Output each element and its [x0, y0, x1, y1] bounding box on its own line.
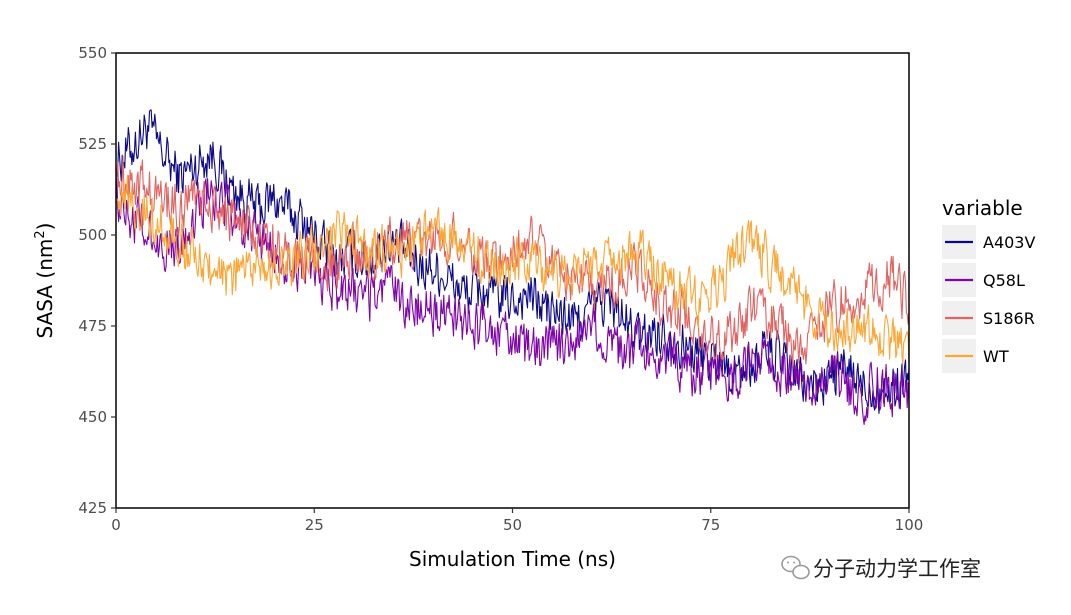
- y-tick-label: 525: [78, 135, 107, 153]
- watermark: 分子动力学工作室: [781, 555, 981, 581]
- legend-items: A403V Q58L S186R WT: [942, 225, 1035, 373]
- legend-item-a403v: A403V: [942, 225, 1035, 259]
- y-tick-label: 425: [78, 499, 107, 517]
- y-axis-title: SASA (nm2): [33, 223, 57, 339]
- series-layer: [115, 109, 910, 425]
- series-line-wt: [115, 174, 910, 365]
- axis-ticks: 0 25 50 75 100 425 450 475 500 525 550: [78, 44, 923, 534]
- x-tick-label: 100: [895, 516, 924, 534]
- legend-label: WT: [983, 347, 1009, 366]
- x-tick-label: 50: [503, 516, 522, 534]
- x-tick-label: 75: [701, 516, 720, 534]
- series-line-s186r: [115, 155, 910, 367]
- series-line-q58l: [115, 178, 910, 425]
- legend: variable A403V Q58L S186R WT: [942, 196, 1035, 373]
- x-tick-label: 25: [305, 516, 324, 534]
- y-axis-title-main: SASA (nm: [33, 239, 57, 339]
- watermark-text: 分子动力学工作室: [813, 557, 981, 581]
- legend-label: A403V: [983, 233, 1035, 252]
- legend-item-q58l: Q58L: [942, 263, 1025, 297]
- y-tick-label: 500: [78, 226, 107, 244]
- legend-item-s186r: S186R: [942, 301, 1035, 335]
- x-axis-title: Simulation Time (ns): [409, 547, 616, 571]
- legend-item-wt: WT: [942, 339, 1009, 373]
- y-tick-label: 475: [78, 317, 107, 335]
- y-axis-title-superscript: 2: [33, 230, 48, 238]
- y-tick-label: 450: [78, 408, 107, 426]
- y-tick-label: 550: [78, 44, 107, 62]
- legend-title: variable: [942, 196, 1023, 220]
- legend-label: Q58L: [983, 271, 1025, 290]
- x-tick-label: 0: [111, 516, 121, 534]
- y-axis-title-close: ): [33, 223, 57, 231]
- wechat-icon: [781, 555, 810, 580]
- legend-label: S186R: [983, 309, 1035, 328]
